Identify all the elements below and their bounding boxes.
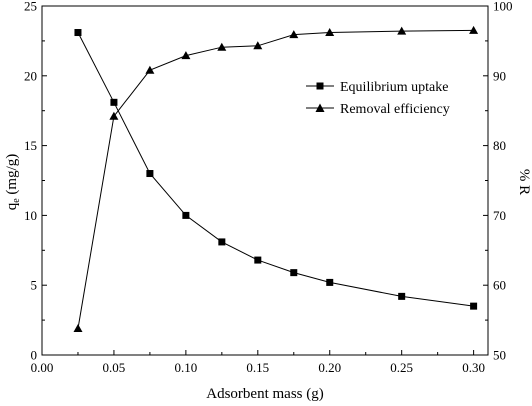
y-right-axis-title: % R — [516, 169, 532, 195]
series-line-removal — [77, 29, 474, 329]
x-tick-label: 0.25 — [390, 360, 413, 375]
data-point-equilibrium — [326, 278, 334, 286]
data-point-removal — [469, 25, 479, 34]
legend-label-equilibrium: Equilibrium uptake — [340, 80, 448, 95]
legend-marker-triangle — [315, 103, 325, 112]
data-point-equilibrium — [110, 98, 118, 106]
legend-item-removal: Removal efficiency — [306, 102, 450, 117]
y-left-axis-title: qe (mg/g) — [4, 154, 22, 211]
y-right-tick-label: 60 — [493, 278, 506, 293]
data-point-equilibrium — [218, 238, 226, 246]
x-tick-label: 0.15 — [246, 360, 269, 375]
data-point-equilibrium — [254, 256, 262, 264]
data-point-equilibrium — [398, 292, 406, 300]
data-point-equilibrium — [74, 29, 82, 37]
data-point-removal — [397, 26, 407, 35]
data-point-removal — [109, 111, 119, 120]
x-tick-label: 0.05 — [103, 360, 126, 375]
data-point-removal — [217, 42, 227, 51]
data-point-equilibrium — [182, 211, 190, 219]
data-point-removal — [73, 324, 83, 332]
x-axis-title: Adsorbent mass (g) — [206, 386, 323, 402]
series-layer — [73, 25, 479, 332]
ticks-layer: 0.00 0.05 0.10 0.15 0.20 0.25 0.30 0 5 10 15 20 25 50… — [24, 0, 513, 375]
plot-frame — [41, 5, 489, 356]
data-point-equilibrium — [470, 302, 478, 310]
legend-label-removal: Removal efficiency — [340, 102, 450, 117]
y-left-title-main: q — [4, 202, 20, 210]
data-point-equilibrium — [146, 170, 154, 178]
y-left-tick-label: 0 — [31, 348, 38, 363]
y-left-title-unit: (mg/g) — [4, 154, 20, 199]
y-left-tick-label: 20 — [24, 68, 37, 83]
y-right-tick-label: 70 — [493, 208, 506, 223]
data-point-removal — [181, 51, 191, 60]
data-point-removal — [145, 65, 155, 74]
legend: Equilibrium uptake Removal efficiency — [306, 80, 450, 117]
y-left-tick-label: 15 — [24, 138, 37, 153]
y-right-tick-label: 50 — [493, 348, 506, 363]
x-tick-label: 0.30 — [462, 360, 485, 375]
y-left-tick-label: 5 — [31, 278, 38, 293]
x-tick-label: 0.10 — [174, 360, 197, 375]
x-tick-label: 0.00 — [31, 360, 54, 375]
y-left-tick-label: 10 — [24, 208, 37, 223]
data-point-equilibrium — [290, 269, 298, 277]
x-tick-label: 0.20 — [318, 360, 341, 375]
data-point-removal — [289, 30, 299, 39]
y-left-title-sub: e — [11, 198, 22, 203]
y-right-tick-label: 90 — [493, 68, 506, 83]
legend-marker-square — [316, 82, 324, 90]
data-point-removal — [325, 28, 335, 36]
data-point-removal — [253, 41, 263, 50]
legend-item-equilibrium: Equilibrium uptake — [306, 80, 448, 95]
y-right-tick-label: 80 — [493, 138, 506, 153]
y-right-tick-label: 100 — [493, 0, 513, 14]
y-left-tick-label: 25 — [24, 0, 37, 14]
series-line-equilibrium — [77, 32, 474, 307]
